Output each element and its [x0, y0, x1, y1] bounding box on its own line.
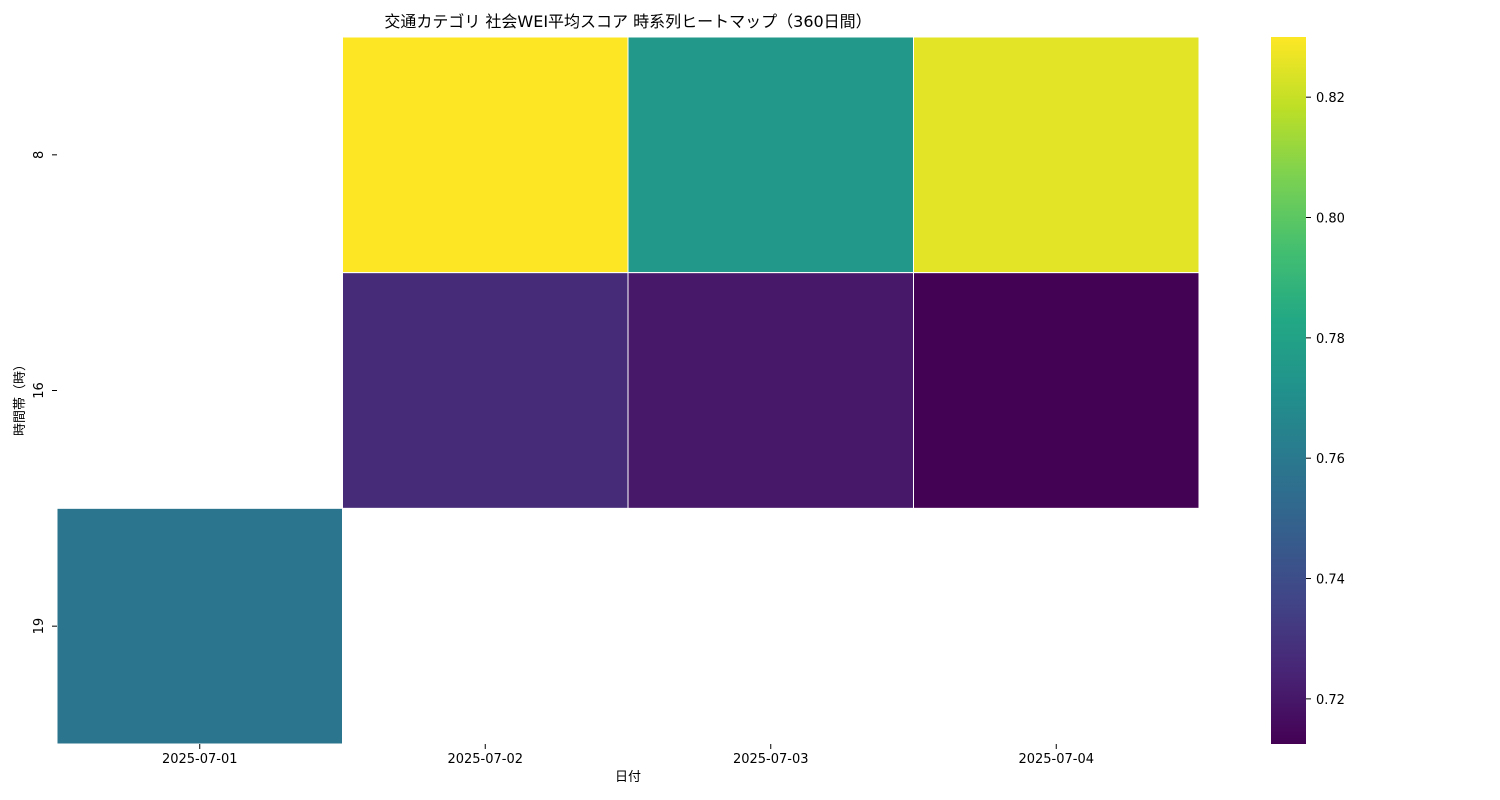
y-tick-label: 8 [32, 151, 47, 159]
heatmap-cell [342, 272, 629, 509]
x-tick-label: 2025-07-04 [1018, 752, 1094, 767]
y-tick-label: 16 [32, 382, 47, 399]
colorbar-tick-label: 0.72 [1316, 693, 1345, 708]
colorbar-tick-label: 0.74 [1316, 573, 1345, 588]
x-tick-label: 2025-07-01 [162, 752, 238, 767]
x-axis-ticks: 2025-07-01 2025-07-02 2025-07-03 2025-07-04 [162, 744, 1094, 767]
x-tick-label: 2025-07-02 [447, 752, 523, 767]
y-axis-ticks: 8 16 19 [32, 151, 57, 635]
heatmap-cell [56, 507, 343, 745]
y-axis-label: 時間帯（時） [13, 358, 28, 436]
heatmap-cell [342, 36, 629, 274]
colorbar-tick-label: 0.80 [1316, 212, 1345, 227]
heatmap-cell [913, 272, 1200, 509]
heatmap-cell [913, 36, 1200, 274]
heatmap-cell [627, 272, 914, 509]
chart-title: 交通カテゴリ 社会WEI平均スコア 時系列ヒートマップ（360日間） [384, 12, 871, 31]
colorbar-tick-label: 0.76 [1316, 452, 1345, 467]
y-tick-label: 19 [32, 618, 47, 635]
heatmap-cell [627, 36, 914, 274]
x-axis-label: 日付 [615, 770, 641, 785]
colorbar-ticks: 0.72 0.74 0.76 0.78 0.80 0.82 [1306, 91, 1345, 708]
colorbar-tick-label: 0.82 [1316, 91, 1345, 106]
colorbar-tick-label: 0.78 [1316, 332, 1345, 347]
colorbar [1271, 37, 1306, 744]
heatmap-cells [56, 36, 1200, 745]
x-tick-label: 2025-07-03 [733, 752, 809, 767]
